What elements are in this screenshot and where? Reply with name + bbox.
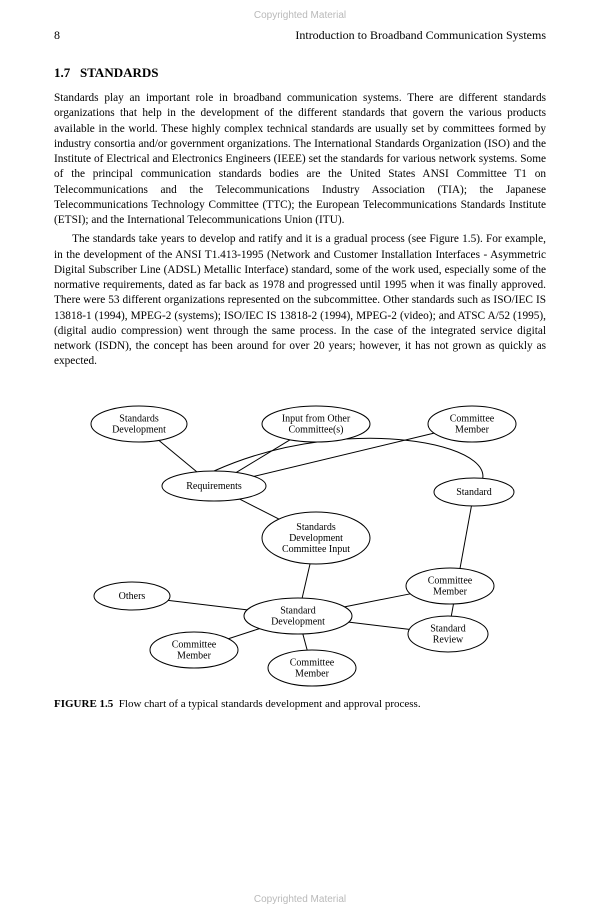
flowchart-node: Requirements	[162, 471, 266, 501]
section-number: 1.7	[54, 65, 70, 80]
figure-caption-lead: FIGURE 1.5	[54, 698, 113, 710]
flowchart-node-label: Input from Other	[282, 413, 351, 424]
flowchart-node-label: Committee	[428, 575, 473, 586]
flowchart-node: StandardReview	[408, 616, 488, 652]
flowchart-node-label: Member	[455, 424, 490, 435]
flowchart-node-label: Committee	[290, 657, 335, 668]
figure-caption: FIGURE 1.5 Flow chart of a typical stand…	[54, 698, 546, 710]
flowchart-node-label: Standard	[456, 487, 492, 498]
flowchart-node: CommitteeMember	[406, 568, 494, 604]
flowchart-node: Input from OtherCommittee(s)	[262, 406, 370, 442]
flowchart-node-label: Standard	[430, 623, 466, 634]
paragraph-1: Standards play an important role in broa…	[54, 91, 546, 228]
flowchart-node-label: Member	[177, 650, 212, 661]
flowchart-edge	[349, 622, 410, 629]
flowchart-node-label: Standards	[296, 522, 336, 533]
flowchart-node-label: Committee	[172, 639, 217, 650]
flowchart-node-label: Requirements	[186, 481, 242, 492]
flowchart-edge	[236, 439, 290, 472]
flowchart-node: StandardDevelopment	[244, 598, 352, 634]
flowchart-node-label: Committee(s)	[289, 424, 344, 435]
figure-caption-text: Flow chart of a typical standards develo…	[119, 698, 421, 710]
flowchart-edge	[303, 633, 307, 649]
flowchart-node: CommitteeMember	[150, 632, 238, 668]
flowchart-node-label: Committee	[450, 413, 495, 424]
running-title: Introduction to Broadband Communication …	[295, 28, 546, 43]
section-title: STANDARDS	[80, 65, 159, 80]
flowchart-edge	[228, 628, 259, 638]
flowchart-node: StandardsDevelopment	[91, 406, 187, 442]
flowchart-edge	[168, 600, 247, 610]
flowchart-node-label: Others	[119, 591, 146, 602]
flowchart-edge	[159, 440, 197, 471]
flowchart-node-label: Member	[295, 668, 330, 679]
flowchart-node: StandardsDevelopmentCommittee Input	[262, 512, 370, 564]
figure-flowchart: StandardsDevelopmentInput from OtherComm…	[54, 388, 546, 688]
page: Copyrighted Material 8 Introduction to B…	[0, 0, 600, 915]
flowchart-node-label: Member	[433, 586, 468, 597]
flowchart-edge	[344, 593, 410, 606]
watermark-top: Copyrighted Material	[0, 10, 600, 21]
flowchart-node: Standard	[434, 478, 514, 506]
flowchart-node-label: Standard	[280, 605, 316, 616]
flowchart-node-label: Development	[112, 424, 166, 435]
page-number: 8	[54, 28, 60, 43]
flowchart-node-label: Standards	[119, 413, 159, 424]
flowchart-node: CommitteeMember	[268, 650, 356, 686]
flowchart-node-label: Committee Input	[282, 544, 350, 555]
flowchart-node-label: Development	[289, 533, 343, 544]
section-heading: 1.7 STANDARDS	[54, 65, 546, 81]
watermark-bottom: Copyrighted Material	[0, 894, 600, 905]
flowchart-node: CommitteeMember	[428, 406, 516, 442]
flowchart-node-label: Development	[271, 616, 325, 627]
flowchart-edge	[302, 563, 310, 597]
flowchart-node-label: Review	[433, 634, 464, 645]
flowchart-edge	[240, 499, 279, 519]
flowchart-node: Others	[94, 582, 170, 610]
running-head: 8 Introduction to Broadband Communicatio…	[54, 28, 546, 43]
paragraph-2: The standards take years to develop and …	[54, 232, 546, 369]
